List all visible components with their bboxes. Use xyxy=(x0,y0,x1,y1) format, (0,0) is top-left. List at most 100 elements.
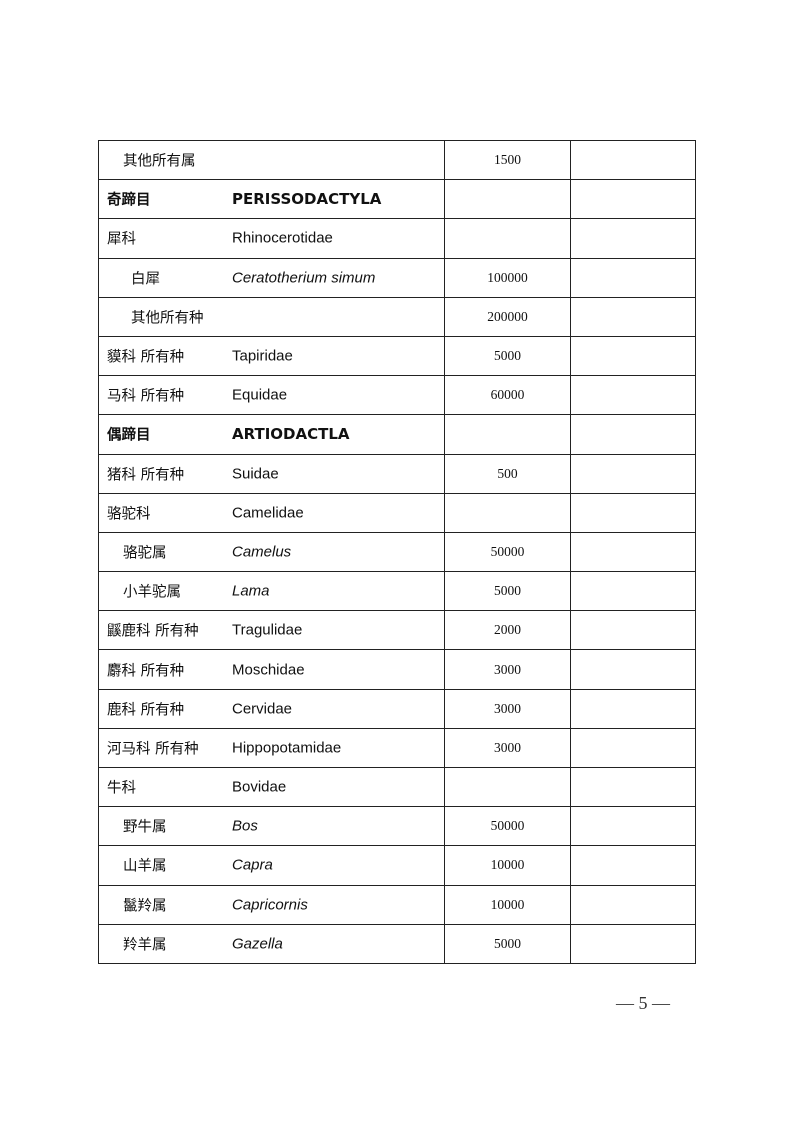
taxon-cell: 鹿科 所有种 Cervidae xyxy=(98,688,445,729)
table-row: 鼷鹿科 所有种 Tragulidae 2000 xyxy=(98,610,696,651)
taxon-cell: 鼷鹿科 所有种 Tragulidae xyxy=(98,610,445,651)
latin-name: Lama xyxy=(232,582,270,600)
taxon-cell: 犀科 Rhinocerotidae xyxy=(98,218,445,259)
value-cell: 1500 xyxy=(444,139,571,181)
chinese-name: 骆驼属 xyxy=(123,545,167,562)
chinese-name: 鼷鹿科 所有种 xyxy=(107,623,199,640)
empty-cell xyxy=(570,806,696,847)
chinese-name: 麝科 所有种 xyxy=(107,663,185,680)
empty-cell xyxy=(570,649,696,690)
empty-cell xyxy=(570,610,696,651)
value-cell: 3000 xyxy=(444,649,571,690)
value-cell: 10000 xyxy=(444,884,571,925)
value-cell: 2000 xyxy=(444,610,571,651)
value-cell: 5000 xyxy=(444,923,571,964)
latin-name: Ceratotherium simum xyxy=(232,269,376,287)
table-row: 偶蹄目 ARTIODACTLA xyxy=(98,414,696,455)
value-cell xyxy=(444,766,571,808)
chinese-name: 偶蹄目 xyxy=(107,427,151,444)
table-row: 貘科 所有种 Tapiridae 5000 xyxy=(98,335,696,377)
empty-cell xyxy=(570,923,696,964)
table-row: 猪科 所有种 Suidae 500 xyxy=(98,453,696,494)
table-row: 马科 所有种 Equidae 60000 xyxy=(98,375,696,416)
empty-cell xyxy=(570,845,696,886)
latin-name: Tapiridae xyxy=(232,347,293,365)
value-cell: 5000 xyxy=(444,335,571,377)
chinese-name: 貘科 所有种 xyxy=(107,349,185,366)
latin-name: Cervidae xyxy=(232,700,293,718)
taxon-cell: 野牛属 Bos xyxy=(98,806,445,847)
chinese-name: 白犀 xyxy=(131,271,160,288)
taxon-cell: 鬣羚属 Capricornis xyxy=(98,884,445,925)
chinese-name: 马科 所有种 xyxy=(107,388,185,405)
latin-name: Suidae xyxy=(232,465,279,483)
value-cell: 100000 xyxy=(444,257,571,298)
taxon-cell: 白犀 Ceratotherium simum xyxy=(98,257,445,298)
taxon-cell: 羚羊属 Gazella xyxy=(98,923,445,964)
value-cell: 500 xyxy=(444,453,571,494)
taxon-cell: 貘科 所有种 Tapiridae xyxy=(98,335,445,377)
chinese-name: 犀科 xyxy=(107,231,136,248)
table-row: 骆驼科 Camelidae xyxy=(98,492,696,533)
chinese-name: 野牛属 xyxy=(123,819,167,836)
table-row: 山羊属 Capra 10000 xyxy=(98,845,696,886)
table-row: 犀科 Rhinocerotidae xyxy=(98,218,696,259)
page-number: — 5 — xyxy=(616,993,670,1013)
value-cell: 60000 xyxy=(444,375,571,416)
latin-name: Moschidae xyxy=(232,661,305,679)
empty-cell xyxy=(570,571,696,612)
table-row: 麝科 所有种 Moschidae 3000 xyxy=(98,649,696,690)
empty-cell xyxy=(570,531,696,573)
table-row: 羚羊属 Gazella 5000 xyxy=(98,923,696,964)
table-row: 牛科 Bovidae xyxy=(98,766,696,808)
taxon-cell: 小羊驼属 Lama xyxy=(98,571,445,612)
empty-cell xyxy=(570,218,696,259)
latin-name: PERISSODACTYLA xyxy=(232,190,382,209)
table-row: 鬣羚属 Capricornis 10000 xyxy=(98,884,696,925)
table-row: 小羊驼属 Lama 5000 xyxy=(98,571,696,612)
table-row: 其他所有属 1500 xyxy=(98,139,696,181)
taxon-cell: 猪科 所有种 Suidae xyxy=(98,453,445,494)
taxon-cell: 山羊属 Capra xyxy=(98,845,445,886)
taxon-cell: 其他所有属 xyxy=(98,139,445,181)
table-row: 奇蹄目 PERISSODACTYLA xyxy=(98,179,696,220)
empty-cell xyxy=(570,375,696,416)
empty-cell xyxy=(570,492,696,533)
value-cell: 3000 xyxy=(444,727,571,769)
latin-name: Equidae xyxy=(232,386,288,404)
table-row: 其他所有种 200000 xyxy=(98,296,696,337)
value-cell xyxy=(444,179,571,220)
taxon-cell: 其他所有种 xyxy=(98,296,445,337)
taxon-cell: 马科 所有种 Equidae xyxy=(98,375,445,416)
empty-cell xyxy=(570,414,696,455)
value-cell: 50000 xyxy=(444,806,571,847)
taxon-cell: 奇蹄目 PERISSODACTYLA xyxy=(98,179,445,220)
table-row: 鹿科 所有种 Cervidae 3000 xyxy=(98,688,696,729)
value-cell: 50000 xyxy=(444,531,571,573)
taxon-cell: 河马科 所有种 Hippopotamidae xyxy=(98,727,445,769)
empty-cell xyxy=(570,453,696,494)
empty-cell xyxy=(570,139,696,181)
value-cell: 3000 xyxy=(444,688,571,729)
table-row: 骆驼属 Camelus 50000 xyxy=(98,531,696,573)
chinese-name: 其他所有种 xyxy=(131,310,204,327)
chinese-name: 奇蹄目 xyxy=(107,192,151,209)
latin-name: Capricornis xyxy=(232,896,308,914)
value-cell: 10000 xyxy=(444,845,571,886)
chinese-name: 鹿科 所有种 xyxy=(107,702,185,719)
species-table: 其他所有属 1500 奇蹄目 PERISSODACTYLA 犀科 Rhinocerotid… xyxy=(98,139,696,964)
chinese-name: 牛科 xyxy=(107,780,136,797)
empty-cell xyxy=(570,884,696,925)
latin-name: ARTIODACTLA xyxy=(232,425,350,444)
taxon-cell: 骆驼科 Camelidae xyxy=(98,492,445,533)
empty-cell xyxy=(570,179,696,220)
latin-name: Camelidae xyxy=(232,504,304,522)
chinese-name: 其他所有属 xyxy=(123,153,196,170)
taxon-cell: 牛科 Bovidae xyxy=(98,766,445,808)
chinese-name: 鬣羚属 xyxy=(123,898,167,915)
empty-cell xyxy=(570,688,696,729)
latin-name: Camelus xyxy=(232,543,292,561)
chinese-name: 猪科 所有种 xyxy=(107,467,185,484)
table-row: 野牛属 Bos 50000 xyxy=(98,806,696,847)
